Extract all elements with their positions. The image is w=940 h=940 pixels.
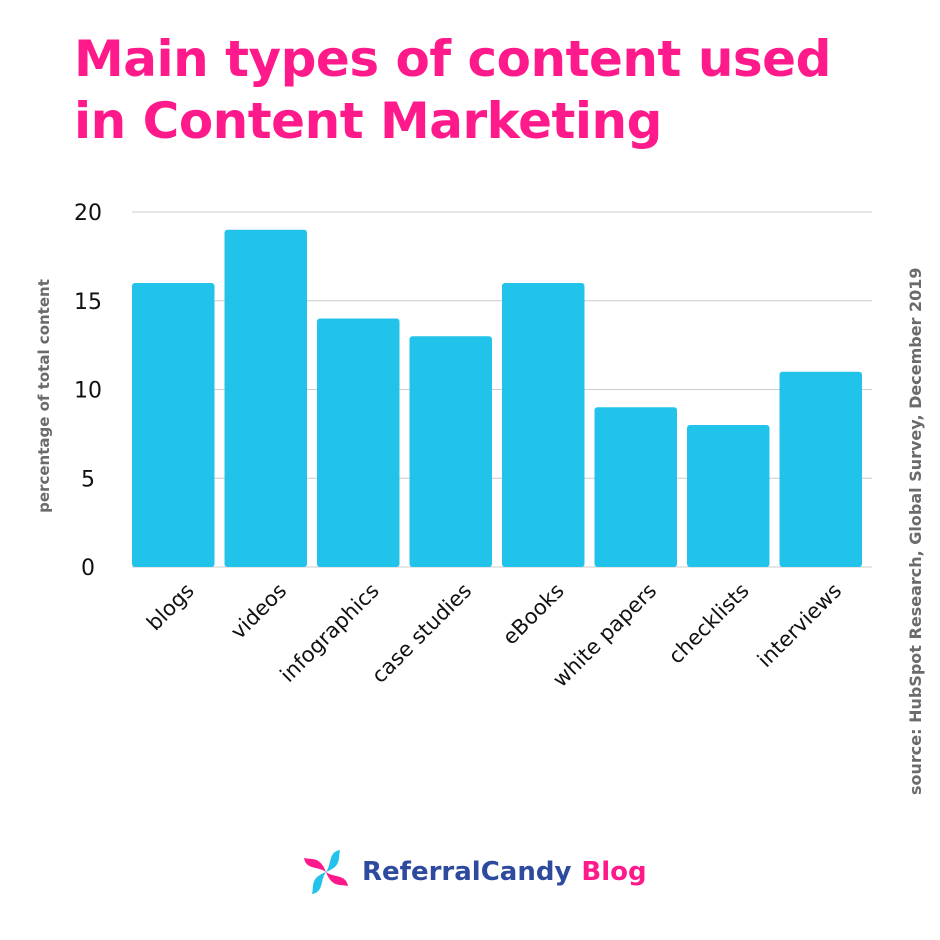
x-tick-label: case studies: [367, 579, 476, 688]
y-tick-label: 0: [81, 556, 95, 581]
brand-blog-label: Blog: [581, 857, 647, 887]
bar: [594, 407, 677, 567]
bar: [317, 318, 400, 567]
bar: [687, 425, 770, 567]
brand-name: ReferralCandy: [362, 857, 572, 887]
y-tick-label: 15: [74, 290, 102, 315]
bar: [132, 283, 215, 567]
chart-title-line-1: Main types of content used: [74, 30, 831, 88]
x-tick-label: checklists: [664, 579, 754, 669]
source-note: source: HubSpot Research, Global Survey,…: [906, 267, 925, 795]
chart-title: Main types of content used in Content Ma…: [74, 28, 904, 152]
referralcandy-swirl-logo-icon: [304, 850, 348, 894]
x-tick-label: eBooks: [498, 579, 569, 650]
brand-footer: ReferralCandy Blog: [300, 846, 647, 898]
bar: [502, 283, 585, 567]
y-tick-label: 5: [81, 467, 95, 492]
bar: [779, 371, 862, 567]
x-tick-label: videos: [226, 579, 291, 644]
bar: [224, 229, 307, 567]
y-axis-ticks: 0 5 10 15 20: [74, 201, 102, 581]
y-tick-label: 10: [74, 379, 102, 404]
bars: [132, 229, 862, 567]
x-tick-label: interviews: [753, 579, 847, 673]
y-axis-label: percentage of total content: [35, 279, 53, 513]
x-tick-label: blogs: [142, 579, 199, 636]
bar: [409, 336, 492, 567]
chart-title-line-2: in Content Marketing: [74, 92, 662, 150]
y-tick-label: 20: [74, 201, 102, 226]
